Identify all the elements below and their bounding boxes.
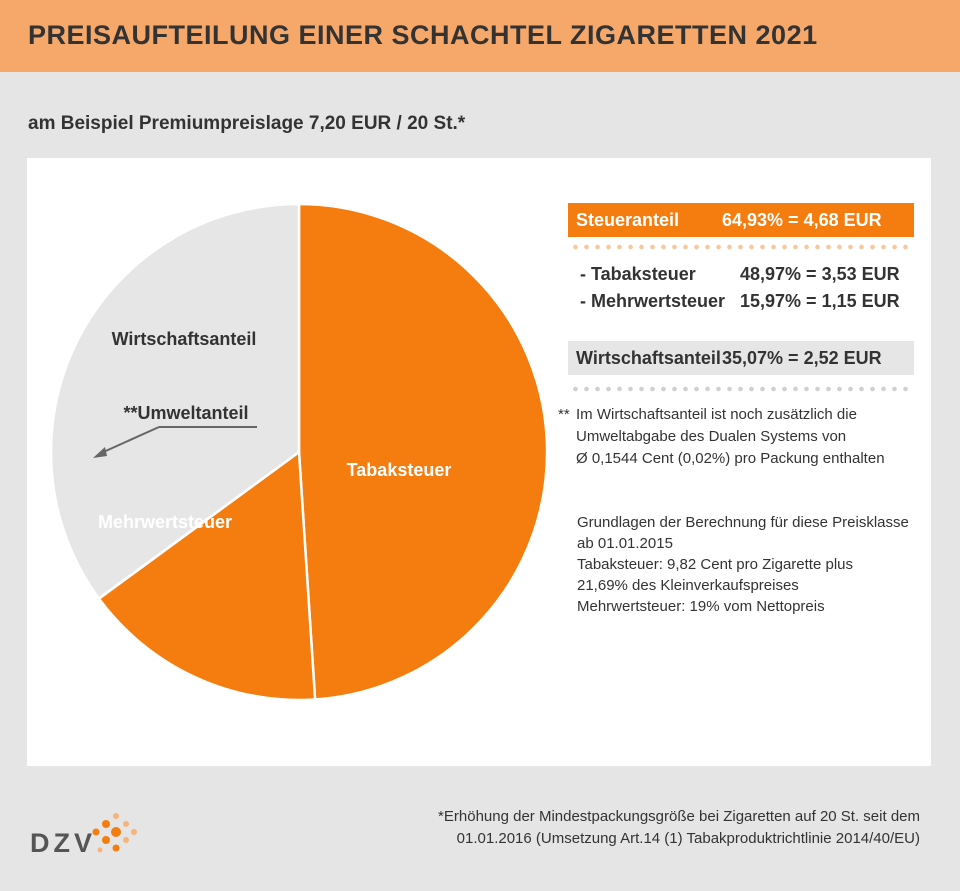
page-title: PREISAUFTEILUNG EINER SCHACHTEL ZIGARETT… [28,20,818,50]
note-marker: ** [558,406,570,423]
pie-slice-wirtschaftsanteil [49,202,301,600]
subtitle: am Beispiel Premiumpreislage 7,20 EUR / … [28,113,466,134]
dotted-divider [570,244,914,250]
slice-label-umweltanteil: **Umweltanteil [123,403,248,423]
calculation-basis: Grundlagen der Berechnung für diese Prei… [577,512,917,617]
slice-label-tabaksteuer: Tabaksteuer [347,460,452,480]
dotted-divider-grey [570,386,914,392]
footnote-line: *Erhöhung der Mindestpackungsgröße bei Z… [438,808,920,825]
basis-line: ab 01.01.2015 [577,535,673,552]
pie-chart: Wirtschaftsanteil **Umweltanteil Tabakst… [49,202,549,702]
vat-label: - Mehrwertsteuer [580,291,726,311]
tobacco-tax-row: - Tabaksteuer 48,97% = 3,53 EUR [580,264,900,285]
footnote: *Erhöhung der Mindestpackungsgröße bei Z… [400,806,920,850]
slice-label-mehrwertsteuer: Mehrwertsteuer [98,512,232,532]
dzv-logo: DZV [30,808,150,868]
basis-line: Tabaksteuer: 9,82 Cent pro Zigarette plu… [577,556,853,573]
header-bar: PREISAUFTEILUNG EINER SCHACHTEL ZIGARETT… [0,0,960,72]
tax-share-box: Steueranteil 64,93% = 4,68 EUR [568,203,914,237]
basis-line: Grundlagen der Berechnung für diese Prei… [577,514,909,531]
pie-slice-tabaksteuer [297,202,549,701]
tax-share-label: Steueranteil [576,210,680,230]
note-line: Im Wirtschaftsanteil ist noch zusätzlich… [576,406,857,423]
vat-row: - Mehrwertsteuer 15,97% = 1,15 EUR [580,291,900,312]
tobacco-tax-value: 48,97% = 3,53 EUR [740,264,900,284]
logo-text: DZV [30,828,96,858]
tax-share-value: 64,93% = 4,68 EUR [722,210,882,230]
footnote-line: 01.01.2016 (Umsetzung Art.14 (1) Tabakpr… [456,830,920,847]
economic-share-value: 35,07% = 2,52 EUR [722,348,882,368]
note-line: Umweltabgabe des Dualen Systems von [576,428,847,445]
umwelt-arrow-line [98,426,160,455]
umwelt-arrowhead [93,447,107,458]
pie-slice-mehrwertsteuer [97,450,317,702]
note-line: Ø 0,1544 Cent (0,02%) pro Packung enthal… [576,450,885,467]
tobacco-tax-label: - Tabaksteuer [580,264,696,284]
vat-value: 15,97% = 1,15 EUR [740,291,900,311]
environment-note: ** Im Wirtschaftsanteil ist noch zusätzl… [558,404,908,470]
logo-dots-icon [92,813,137,853]
basis-line: 21,69% des Kleinverkaufspreises [577,577,799,594]
slice-label-wirtschaftsanteil: Wirtschaftsanteil [112,329,257,349]
basis-line: Mehrwertsteuer: 19% vom Nettopreis [577,598,825,615]
economic-share-box: Wirtschaftsanteil 35,07% = 2,52 EUR [568,341,914,375]
economic-share-label: Wirtschaftsanteil [576,348,721,368]
